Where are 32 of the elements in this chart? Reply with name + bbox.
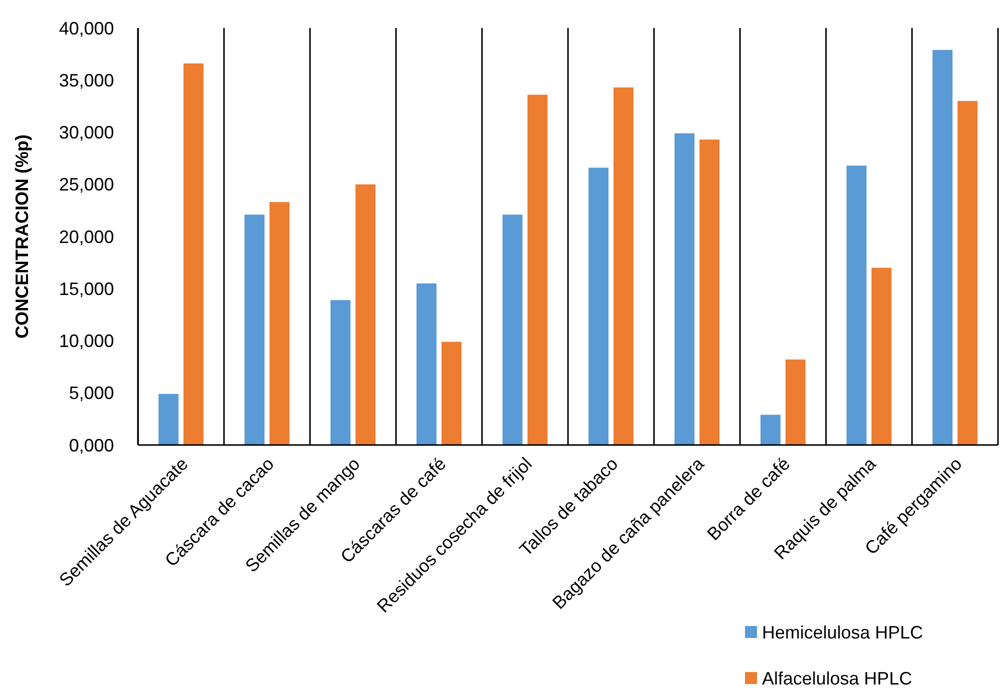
bar xyxy=(158,394,178,445)
bar xyxy=(184,63,204,445)
legend-label: Hemicelulosa HPLC xyxy=(762,622,924,642)
bar xyxy=(270,202,290,445)
bar xyxy=(588,168,608,445)
bar xyxy=(442,342,462,445)
bar xyxy=(502,214,522,445)
bar xyxy=(674,133,694,445)
bar xyxy=(760,414,780,445)
bar xyxy=(958,100,978,445)
legend-label: Alfacelulosa HPLC xyxy=(762,668,912,688)
y-tick-label: 20,000 xyxy=(58,226,114,247)
bar xyxy=(244,214,264,445)
bar xyxy=(872,268,892,445)
bar xyxy=(614,87,634,445)
bar xyxy=(356,184,376,445)
y-tick-label: 25,000 xyxy=(58,174,114,195)
y-tick-label: 30,000 xyxy=(58,122,114,143)
bar xyxy=(330,300,350,445)
y-axis-title: CONCENTRACION (%p) xyxy=(12,134,32,338)
y-tick-label: 15,000 xyxy=(58,278,114,299)
bar xyxy=(416,283,436,445)
y-tick-label: 0,000 xyxy=(68,435,114,456)
bar xyxy=(932,50,952,445)
bar xyxy=(700,140,720,445)
y-tick-label: 5,000 xyxy=(68,383,114,404)
bar xyxy=(846,166,866,445)
bar xyxy=(528,94,548,445)
y-tick-label: 40,000 xyxy=(58,18,114,38)
y-tick-label: 10,000 xyxy=(58,331,114,352)
bar xyxy=(786,360,806,445)
y-tick-label: 35,000 xyxy=(58,70,114,90)
